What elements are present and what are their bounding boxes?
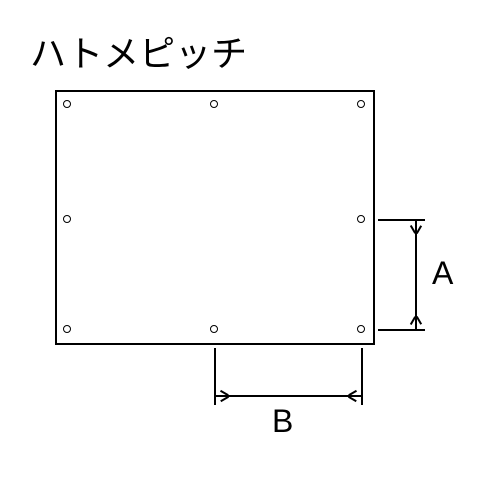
dim-a-arrow-top-r xyxy=(416,225,422,234)
grommet-top-center xyxy=(210,100,218,108)
grommet-mid-left xyxy=(63,215,71,223)
dim-b-arrow-left-b xyxy=(220,396,229,402)
grommet-bottom-right xyxy=(357,325,365,333)
grommet-mid-right xyxy=(357,215,365,223)
dim-a-label: A xyxy=(432,255,453,292)
grommet-bottom-center xyxy=(210,325,218,333)
sheet-rectangle xyxy=(55,90,375,345)
dim-a-ext-top xyxy=(378,219,425,221)
grommet-top-right xyxy=(357,100,365,108)
dim-b-arrow-right-b xyxy=(348,396,357,402)
dim-a-ext-bottom xyxy=(378,329,425,331)
dim-b-label: B xyxy=(272,403,293,440)
dim-b-line xyxy=(214,395,362,397)
dim-a-arrow-bot-r xyxy=(416,316,422,325)
grommet-top-left xyxy=(63,100,71,108)
dim-a-line xyxy=(415,219,417,330)
diagram-title: ハトメピッチ xyxy=(30,25,247,77)
grommet-bottom-left xyxy=(63,325,71,333)
